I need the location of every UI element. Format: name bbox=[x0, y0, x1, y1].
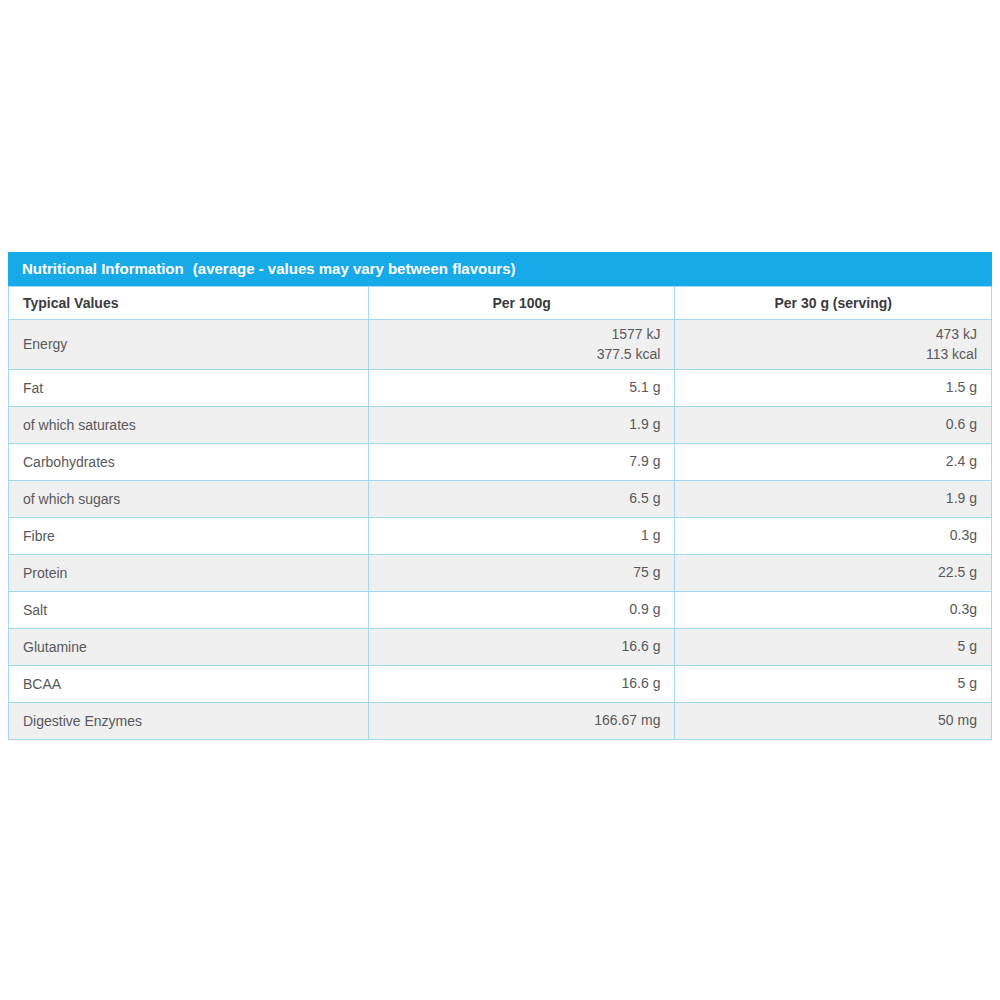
column-header-per-30g: Per 30 g (serving) bbox=[675, 287, 992, 320]
value-per-100g: 1.9 g bbox=[368, 406, 675, 443]
value-per-30g: 2.4 g bbox=[675, 443, 992, 480]
row-label: Energy bbox=[9, 320, 369, 370]
nutrition-values-table: Typical Values Per 100g Per 30 g (servin… bbox=[8, 286, 992, 740]
table-title-note: (average - values may vary between flavo… bbox=[193, 260, 516, 277]
value-per-30g: 0.3g bbox=[675, 517, 992, 554]
row-label: of which sugars bbox=[9, 480, 369, 517]
value-per-100g: 7.9 g bbox=[368, 443, 675, 480]
column-header-per-100g: Per 100g bbox=[368, 287, 675, 320]
column-header-typical-values: Typical Values bbox=[9, 287, 369, 320]
table-title-bar: Nutritional Information (average - value… bbox=[8, 252, 992, 286]
nutrition-table: Nutritional Information (average - value… bbox=[8, 252, 992, 740]
value-per-100g: 1 g bbox=[368, 517, 675, 554]
value-per-30g: 0.3g bbox=[675, 591, 992, 628]
row-label: of which saturates bbox=[9, 406, 369, 443]
row-label: Digestive Enzymes bbox=[9, 702, 369, 739]
row-label: Salt bbox=[9, 591, 369, 628]
value-per-30g: 1.9 g bbox=[675, 480, 992, 517]
value-per-100g: 5.1 g bbox=[368, 369, 675, 406]
page: Nutritional Information (average - value… bbox=[0, 0, 1000, 1000]
row-label: Carbohydrates bbox=[9, 443, 369, 480]
value-per-100g: 16.6 g bbox=[368, 628, 675, 665]
table-row-salt: Salt 0.9 g 0.3g bbox=[9, 591, 992, 628]
value-per-100g: 75 g bbox=[368, 554, 675, 591]
value-per-100g: 166.67 mg bbox=[368, 702, 675, 739]
row-label: Fat bbox=[9, 369, 369, 406]
value-per-100g: 6.5 g bbox=[368, 480, 675, 517]
value-per-30g: 473 kJ 113 kcal bbox=[675, 320, 992, 370]
row-label: Protein bbox=[9, 554, 369, 591]
row-label: Glutamine bbox=[9, 628, 369, 665]
table-row-carbohydrates: Carbohydrates 7.9 g 2.4 g bbox=[9, 443, 992, 480]
table-row-fibre: Fibre 1 g 0.3g bbox=[9, 517, 992, 554]
table-row-fat: Fat 5.1 g 1.5 g bbox=[9, 369, 992, 406]
value-per-100g: 0.9 g bbox=[368, 591, 675, 628]
table-row-sugars: of which sugars 6.5 g 1.9 g bbox=[9, 480, 992, 517]
row-label: BCAA bbox=[9, 665, 369, 702]
table-header-row: Typical Values Per 100g Per 30 g (servin… bbox=[9, 287, 992, 320]
value-per-30g: 1.5 g bbox=[675, 369, 992, 406]
table-row-protein: Protein 75 g 22.5 g bbox=[9, 554, 992, 591]
table-row-saturates: of which saturates 1.9 g 0.6 g bbox=[9, 406, 992, 443]
value-per-30g: 5 g bbox=[675, 665, 992, 702]
value-per-100g: 1577 kJ 377.5 kcal bbox=[368, 320, 675, 370]
row-label: Fibre bbox=[9, 517, 369, 554]
value-per-30g: 22.5 g bbox=[675, 554, 992, 591]
table-title: Nutritional Information bbox=[22, 260, 184, 277]
value-per-30g: 0.6 g bbox=[675, 406, 992, 443]
value-per-30g: 5 g bbox=[675, 628, 992, 665]
value-per-100g: 16.6 g bbox=[368, 665, 675, 702]
table-row-glutamine: Glutamine 16.6 g 5 g bbox=[9, 628, 992, 665]
table-row-digestive-enzymes: Digestive Enzymes 166.67 mg 50 mg bbox=[9, 702, 992, 739]
table-row-bcaa: BCAA 16.6 g 5 g bbox=[9, 665, 992, 702]
table-row-energy: Energy 1577 kJ 377.5 kcal 473 kJ 113 kca… bbox=[9, 320, 992, 370]
value-per-30g: 50 mg bbox=[675, 702, 992, 739]
